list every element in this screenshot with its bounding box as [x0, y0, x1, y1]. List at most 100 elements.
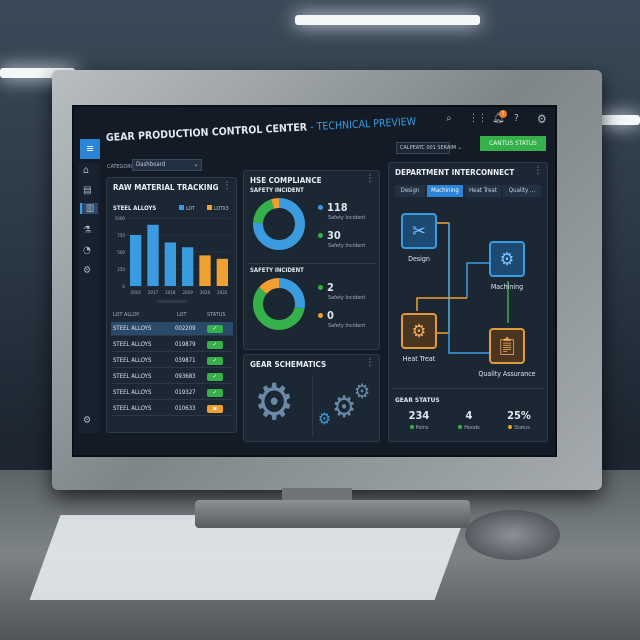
chart-icon[interactable]: ▥ — [80, 203, 98, 214]
flask-icon[interactable]: ⚗ — [83, 225, 92, 236]
stat-dot — [458, 425, 463, 429]
donut-chart — [253, 198, 305, 250]
stat-dot — [409, 425, 414, 429]
gear-stat-value: 234 — [408, 409, 430, 422]
menu-button[interactable]: ≡ — [80, 139, 100, 159]
col-header-alloy: LOT ALLOY — [113, 312, 140, 318]
lot-cell: 093683 — [175, 373, 196, 380]
node-label: Heat Treat — [402, 355, 436, 363]
app-title: GEAR PRODUCTION CONTROL CENTER — [105, 121, 308, 144]
tab-heat-treat[interactable]: Heat Treat — [465, 185, 501, 197]
stat-value: 0 — [327, 309, 334, 322]
gauge-icon[interactable]: ◔ — [83, 245, 91, 256]
donut-slice[interactable] — [253, 278, 305, 330]
stream-dropdown-value: CALPEATC 001 SERAIM — [400, 145, 456, 151]
bar[interactable] — [164, 242, 176, 286]
stat-label: Safety Incident — [328, 215, 366, 221]
category-select[interactable]: Dashboard ⌄ — [132, 159, 202, 171]
legend-swatch — [179, 205, 184, 210]
table-row[interactable]: STEEL ALLOYS 010633 ▪ — [111, 402, 233, 416]
gear-stat-label-text: Status — [514, 425, 530, 431]
ceiling-lamp — [0, 68, 75, 78]
bar[interactable] — [130, 235, 142, 286]
tab-design[interactable]: Design — [395, 185, 425, 197]
check-status-icon: ✓ — [207, 340, 223, 349]
chart-title: STEEL ALLOYS — [113, 205, 156, 212]
bar[interactable] — [216, 258, 228, 286]
dashboard-screen: ⌕ ⋮⋮ 🔔︎ 1 ? ⚙ ≡ GEAR PRODUCTION CONTROL C… — [72, 105, 557, 457]
bar[interactable] — [199, 255, 211, 286]
stat-value: 118 — [327, 201, 348, 214]
donut-slice[interactable] — [253, 278, 305, 330]
stat-dot — [318, 313, 323, 318]
stat-dot — [318, 233, 323, 238]
more-icon[interactable]: ⋮ — [365, 358, 374, 368]
gear-icon[interactable]: ⚙ — [537, 112, 547, 126]
table-row[interactable]: STEEL ALLOYS 002209 ✓ — [111, 322, 233, 336]
stat-value: 2 — [327, 281, 334, 294]
machining-node-icon[interactable]: ⚙ — [489, 241, 525, 277]
check-status-icon: ✓ — [207, 372, 223, 381]
more-icon[interactable]: ⋮ — [533, 166, 542, 176]
resize-handle[interactable] — [157, 300, 187, 303]
donut-slice[interactable] — [253, 198, 305, 250]
home-icon[interactable]: ⌂ — [83, 165, 89, 176]
stat-label: Safety Incident — [328, 243, 366, 249]
legend-label: LOTX3 — [214, 206, 229, 212]
table-row[interactable]: STEEL ALLOYS 019327 ✓ — [111, 386, 233, 400]
apps-grid-icon[interactable]: ⋮⋮ — [469, 113, 487, 124]
bar[interactable] — [147, 224, 159, 286]
lot-cell: 039871 — [175, 357, 196, 364]
status-button[interactable]: CANTUS STATUS — [480, 136, 546, 151]
gear-icon[interactable]: ⚙ — [83, 265, 92, 276]
panel-title: RAW MATERIAL TRACKING — [113, 183, 219, 192]
table-row[interactable]: STEEL ALLOYS 019879 ✓ — [111, 338, 233, 352]
quality-node-icon[interactable]: 📋︎ — [489, 328, 525, 364]
legend-swatch — [207, 205, 212, 210]
stat-dot — [508, 425, 513, 429]
donut-chart — [253, 278, 305, 330]
stat-label: Safety Incident — [328, 295, 366, 301]
gear-small-icon: ⚙ — [318, 409, 331, 428]
help-icon[interactable]: ? — [514, 113, 519, 124]
more-icon[interactable]: ⋮ — [222, 181, 231, 191]
design-node-icon[interactable]: ✂ — [401, 213, 437, 249]
hse-panel: HSE COMPLIANCE ⋮ SAFETY INCIDENT 118 Safet… — [243, 170, 380, 350]
bar[interactable] — [182, 247, 194, 286]
search-icon[interactable]: ⌕ — [446, 113, 452, 124]
panel-title: GEAR SCHEMATICS — [250, 360, 327, 369]
heat-treat-node-icon[interactable]: ⚙ — [401, 313, 437, 349]
ceiling-lamp — [600, 115, 640, 125]
document-icon[interactable]: ▤ — [83, 185, 92, 196]
x-tick-label: 2020 — [200, 290, 211, 296]
alloy-cell: STEEL ALLOYS — [113, 405, 152, 412]
department-panel: DEPARTMENT INTERCONNECT ⋮ Design Machini… — [388, 162, 548, 442]
check-status-icon: ✓ — [207, 356, 223, 365]
y-tick-label: 250 — [117, 267, 125, 273]
lot-cell: 019879 — [175, 341, 196, 348]
table-row[interactable]: STEEL ALLOYS 039871 ✓ — [111, 354, 233, 368]
panel-title: HSE COMPLIANCE — [250, 176, 322, 185]
category-label: CATEGORY — [107, 164, 134, 170]
y-tick-label: 1000 — [115, 216, 126, 222]
bell-icon[interactable]: 🔔︎ 1 — [492, 110, 507, 124]
alloy-cell: STEEL ALLOYS — [113, 325, 152, 332]
alloy-cell: STEEL ALLOYS — [113, 389, 152, 396]
app-subtitle: - TECHNICAL PREVIEW — [310, 115, 417, 134]
alloy-cell: STEEL ALLOYS — [113, 357, 152, 364]
tab-machining[interactable]: Machining — [427, 185, 463, 197]
check-status-icon: ✓ — [207, 324, 223, 333]
stat-dot — [318, 205, 323, 210]
gear-status-title: GEAR STATUS — [395, 396, 440, 404]
more-icon[interactable]: ⋮ — [365, 174, 374, 184]
stream-dropdown[interactable]: CALPEATC 001 SERAIM ⌄ — [396, 142, 462, 154]
x-tick-label: 2022 — [217, 290, 228, 296]
tab-quality[interactable]: Quality ... — [503, 185, 541, 197]
category-select-value: Dashboard — [136, 161, 166, 168]
stat-value: 30 — [327, 229, 341, 242]
gear-stat-label: Poins — [397, 425, 441, 431]
table-row[interactable]: STEEL ALLOYS 093683 ✓ — [111, 370, 233, 384]
x-tick-label: 2019 — [183, 290, 194, 296]
settings-icon[interactable]: ⚙ — [83, 415, 92, 426]
x-tick-label: 2016 — [131, 290, 142, 296]
